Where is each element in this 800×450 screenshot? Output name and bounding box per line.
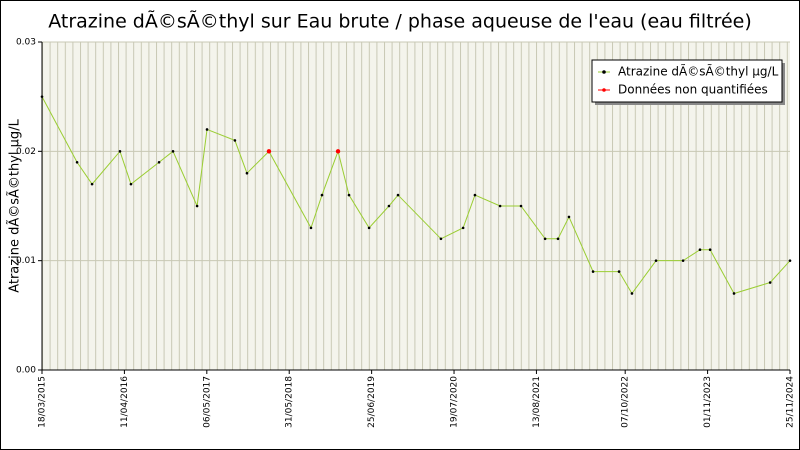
legend-label: Données non quantifiées: [618, 83, 768, 97]
data-point: [439, 237, 443, 241]
x-tick-label: 31/05/2018: [285, 376, 295, 428]
data-point: [205, 128, 209, 131]
data-point: [473, 193, 477, 197]
data-point: [118, 150, 122, 153]
x-tick-label: 07/10/2022: [621, 376, 631, 428]
x-tick-label: 06/05/2017: [202, 376, 212, 428]
data-point: [347, 193, 351, 197]
x-tick-label: 11/04/2016: [120, 376, 130, 428]
data-point: [309, 226, 313, 230]
legend-marker: [602, 70, 606, 74]
y-axis-label: Atrazine dÃ©sÃ©thyl µg/L: [7, 118, 23, 292]
data-point: [75, 160, 79, 164]
x-tick-label: 13/08/2021: [532, 376, 542, 428]
data-point: [591, 270, 595, 273]
legend-label: Atrazine dÃ©sÃ©thyl µg/L: [618, 64, 779, 79]
x-tick-label: 18/03/2015: [38, 376, 48, 428]
data-point: [171, 150, 175, 153]
chart-title: Atrazine dÃ©sÃ©thyl sur Eau brute / phas…: [48, 10, 752, 33]
data-point: [732, 292, 736, 295]
legend-box: [591, 59, 783, 103]
data-point: [519, 204, 523, 208]
x-tick-label: 01/11/2023: [703, 376, 713, 428]
x-tick-label: 25/11/2024: [786, 376, 796, 428]
y-tick-label: 0.02: [16, 147, 36, 157]
data-point: [630, 292, 634, 295]
y-tick-label: 0.00: [16, 366, 36, 376]
data-point: [245, 171, 249, 175]
data-point: [556, 237, 560, 241]
data-point: [129, 182, 133, 186]
y-tick-label: 0.01: [16, 256, 36, 266]
x-tick-label: 25/06/2019: [367, 376, 377, 428]
data-point: [681, 259, 685, 262]
data-point: [788, 259, 792, 262]
data-point: [335, 149, 341, 154]
data-point: [367, 226, 371, 230]
data-point: [617, 270, 621, 273]
data-point: [543, 237, 547, 241]
data-point: [90, 182, 94, 186]
data-point: [768, 281, 772, 284]
data-point: [266, 149, 272, 154]
data-point: [567, 215, 571, 219]
data-point: [195, 204, 199, 208]
data-point: [498, 204, 502, 208]
data-point: [698, 248, 702, 252]
data-point: [708, 248, 712, 252]
legend: Atrazine dÃ©sÃ©thyl µg/L Données non quan…: [591, 59, 785, 105]
legend-marker: [602, 88, 606, 92]
y-tick-label: 0.03: [16, 38, 36, 48]
data-point: [157, 160, 161, 164]
data-point: [233, 139, 237, 142]
data-point: [387, 204, 391, 208]
data-point: [654, 259, 658, 262]
data-point: [320, 193, 324, 197]
data-point: [461, 226, 465, 230]
data-point: [396, 193, 400, 197]
x-tick-label: 19/07/2020: [450, 376, 460, 428]
